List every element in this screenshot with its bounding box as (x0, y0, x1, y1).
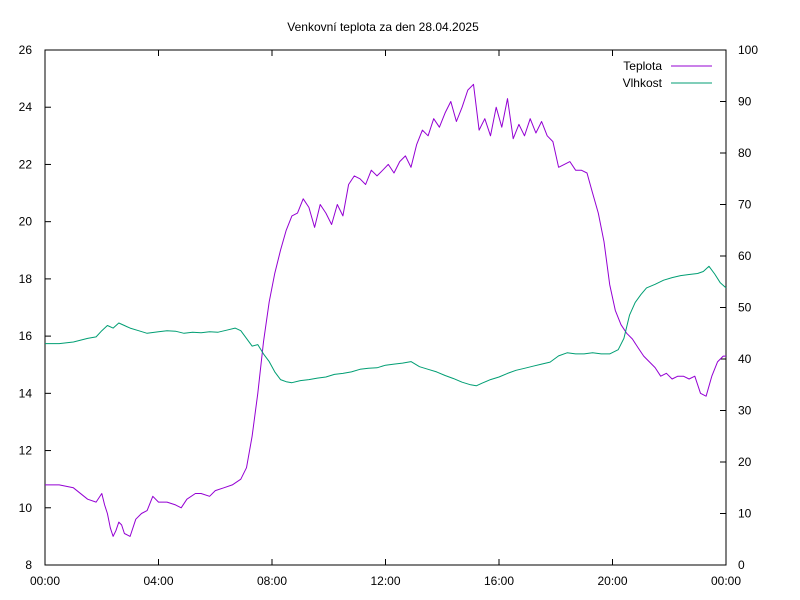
x-tick-label: 16:00 (484, 574, 514, 588)
legend-label-vlhkost: Vlhkost (623, 76, 663, 90)
chart-title: Venkovní teplota za den 28.04.2025 (287, 20, 479, 34)
y-right-tick-label: 40 (738, 352, 752, 366)
y-left-tick-label: 10 (19, 501, 33, 515)
y-left-tick-label: 24 (19, 100, 33, 114)
y-right-tick-label: 60 (738, 249, 752, 263)
y-right-tick-label: 20 (738, 455, 752, 469)
y-right-tick-label: 50 (738, 301, 752, 315)
y-right-tick-label: 70 (738, 198, 752, 212)
y-left-tick-label: 8 (25, 558, 32, 572)
plot-frame (44, 49, 727, 566)
y-right-tick-label: 90 (738, 95, 752, 109)
y-left-tick-label: 18 (19, 272, 33, 286)
x-tick-label: 00:00 (30, 574, 60, 588)
y-right-tick-label: 10 (738, 507, 752, 521)
series-line-teplota (45, 83, 726, 537)
y-right-tick-label: 0 (738, 558, 745, 572)
legend: Teplota Vlhkost (623, 59, 712, 90)
axes: 8 10 12 14 16 18 20 22 24 26 0 10 20 30 40 50 60 70 80 90 10… (19, 43, 759, 588)
legend-label-teplota: Teplota (623, 59, 662, 73)
x-tick-label: 20:00 (597, 574, 627, 588)
y-left-tick-label: 26 (19, 43, 33, 57)
x-tick-label: 00:00 (711, 574, 741, 588)
y-left-tick-label: 20 (19, 215, 33, 229)
y-left-tick-label: 14 (19, 386, 33, 400)
y-left-tick-label: 16 (19, 329, 33, 343)
y-left-tick-label: 12 (19, 444, 33, 458)
y-right-tick-label: 30 (738, 404, 752, 418)
y-right-tick-label: 100 (738, 43, 758, 57)
x-tick-label: 12:00 (370, 574, 400, 588)
x-tick-label: 08:00 (257, 574, 287, 588)
series-lines (45, 83, 727, 537)
y-left-tick-label: 22 (19, 157, 33, 171)
x-tick-label: 04:00 (143, 574, 173, 588)
series-line-vlhkost (45, 265, 727, 387)
y-right-tick-label: 80 (738, 146, 752, 160)
